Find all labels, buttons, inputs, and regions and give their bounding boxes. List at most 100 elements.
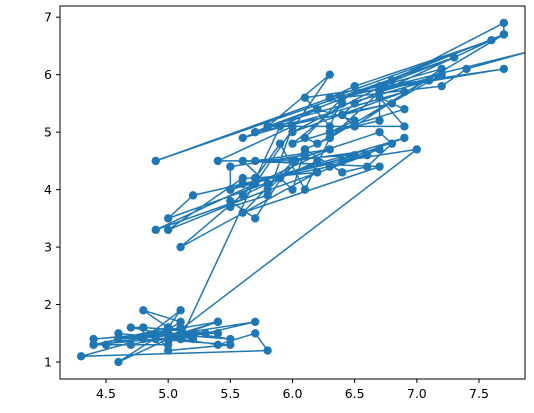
data-point xyxy=(213,329,223,338)
data-point xyxy=(151,225,160,235)
data-point xyxy=(226,340,235,349)
data-point xyxy=(176,334,185,344)
data-point xyxy=(350,116,359,125)
data-point xyxy=(139,306,148,315)
data-point xyxy=(375,145,384,154)
data-point xyxy=(487,36,496,45)
y-axis: 1 2 3 4 5 6 7 xyxy=(44,10,60,370)
data-point xyxy=(338,156,347,166)
data-point xyxy=(176,306,185,315)
data-point xyxy=(151,334,160,344)
data-point xyxy=(163,340,173,349)
data-point xyxy=(163,346,173,355)
data-point xyxy=(151,329,160,338)
data-point xyxy=(275,173,285,183)
scatter-points-layer xyxy=(76,18,525,367)
data-point xyxy=(226,196,235,206)
data-point xyxy=(201,329,210,338)
data-point xyxy=(387,139,397,148)
data-point xyxy=(89,334,98,344)
data-point xyxy=(176,329,185,338)
data-point xyxy=(400,133,409,143)
data-point xyxy=(251,127,260,137)
x-axis: 4.5 5.0 5.5 6.0 6.5 7.0 7.5 xyxy=(96,379,489,401)
data-point xyxy=(251,179,260,189)
data-point xyxy=(350,150,359,160)
data-point xyxy=(188,329,198,338)
data-point xyxy=(114,329,123,338)
data-point xyxy=(238,156,247,166)
data-point xyxy=(101,340,111,349)
data-point xyxy=(213,156,223,166)
data-point xyxy=(300,145,310,154)
data-point xyxy=(163,329,173,338)
data-point xyxy=(226,162,235,171)
data-point xyxy=(325,162,334,171)
data-point xyxy=(300,150,310,160)
x-tick-label: 5.5 xyxy=(220,386,240,401)
data-point xyxy=(288,127,297,137)
data-point xyxy=(325,122,334,131)
data-point xyxy=(350,122,359,131)
data-point xyxy=(362,162,372,171)
data-point xyxy=(338,99,347,108)
data-point xyxy=(387,76,397,85)
data-point xyxy=(375,162,384,171)
data-point xyxy=(251,317,260,327)
y-tick-label: 3 xyxy=(44,240,52,255)
data-point xyxy=(163,323,173,332)
x-tick-label: 7.5 xyxy=(469,386,489,401)
data-point xyxy=(76,352,86,361)
data-point xyxy=(126,323,136,332)
data-point xyxy=(176,323,185,332)
data-point xyxy=(350,81,359,91)
data-point xyxy=(238,191,247,200)
data-point xyxy=(226,185,235,194)
data-point xyxy=(251,329,260,338)
data-point xyxy=(139,334,148,344)
data-point xyxy=(139,323,148,332)
x-tick-label: 4.5 xyxy=(96,386,116,401)
data-point xyxy=(188,334,198,344)
y-tick-label: 5 xyxy=(44,125,52,140)
data-point xyxy=(400,104,409,114)
data-point xyxy=(263,191,272,200)
data-point xyxy=(263,185,272,194)
data-point xyxy=(251,156,260,166)
data-point xyxy=(238,133,247,143)
data-point xyxy=(176,242,185,252)
data-point xyxy=(163,334,173,344)
data-point xyxy=(412,145,422,154)
data-point xyxy=(362,150,372,160)
y-tick-label: 4 xyxy=(44,182,52,197)
data-point xyxy=(300,133,310,143)
data-point xyxy=(300,185,310,194)
data-point xyxy=(313,168,322,177)
data-point xyxy=(375,127,384,137)
data-point xyxy=(449,53,459,62)
y-tick-label: 7 xyxy=(44,10,52,25)
data-point xyxy=(163,214,173,223)
data-point xyxy=(400,87,409,97)
data-point xyxy=(325,133,334,143)
data-point xyxy=(350,99,359,108)
data-point xyxy=(437,64,446,74)
data-point xyxy=(275,122,285,131)
data-point xyxy=(238,173,247,183)
data-point xyxy=(300,93,310,102)
data-point xyxy=(288,139,297,148)
data-point xyxy=(313,156,322,166)
data-point xyxy=(462,64,471,74)
data-point xyxy=(338,110,347,120)
data-point xyxy=(375,87,384,97)
data-point xyxy=(238,208,247,217)
data-point xyxy=(288,185,297,194)
y-tick-label: 6 xyxy=(44,67,52,82)
data-point xyxy=(213,317,223,327)
data-point xyxy=(437,81,446,91)
data-point xyxy=(226,334,235,344)
data-point xyxy=(263,122,272,131)
data-point xyxy=(89,340,98,349)
data-point xyxy=(126,340,136,349)
